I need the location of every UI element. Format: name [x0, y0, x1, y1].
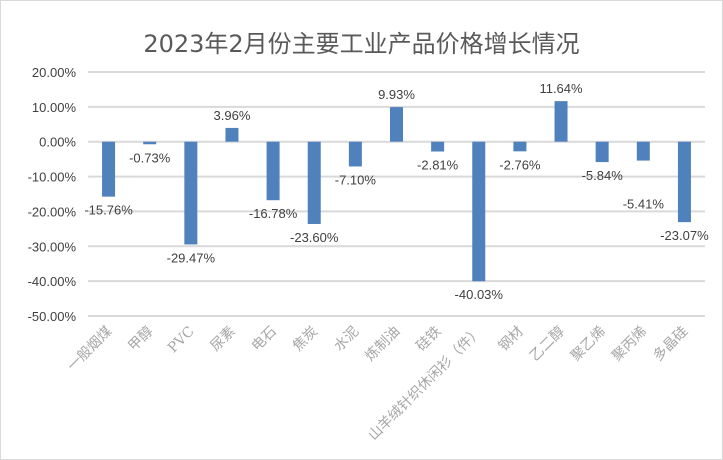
bar: [472, 141, 486, 282]
bar: [225, 127, 239, 142]
bar: [431, 141, 445, 152]
chart-title: 2023年2月份主要工业产品价格增长情况: [143, 30, 580, 58]
x-category-label: 乙二醇: [526, 323, 568, 365]
x-category-label: 聚乙烯: [568, 324, 609, 365]
x-category-label: 焦炭: [290, 324, 321, 355]
x-category-label: 炼制油: [362, 324, 403, 365]
bar: [266, 141, 280, 201]
data-label: -23.07%: [660, 228, 709, 243]
data-label: -5.41%: [623, 197, 665, 212]
y-tick-label: -20.00%: [28, 204, 77, 219]
bar: [307, 141, 321, 224]
y-tick-label: 20.00%: [32, 65, 77, 80]
bar: [677, 141, 691, 223]
x-category-label: 水泥: [331, 324, 362, 355]
x-category-label: 钢材: [496, 324, 527, 355]
data-label: -0.73%: [129, 150, 171, 165]
y-tick-label: -50.00%: [28, 309, 77, 324]
x-category-label: 一般烟煤: [64, 324, 115, 375]
x-category-label: PVC: [165, 324, 198, 357]
y-tick-label: 0.00%: [39, 135, 76, 150]
data-label: -7.10%: [335, 172, 377, 187]
bar: [184, 141, 198, 245]
bar: [390, 107, 403, 142]
x-category-label: 甲醇: [125, 323, 157, 355]
data-label: 11.64%: [539, 81, 583, 96]
y-tick-label: -30.00%: [28, 239, 77, 254]
data-label: -29.47%: [167, 250, 216, 265]
x-category-label: 聚丙烯: [609, 324, 650, 365]
data-label: -16.78%: [249, 206, 298, 221]
data-label: -15.76%: [84, 203, 133, 218]
x-category-label: 电石: [249, 324, 280, 355]
y-tick-label: -40.00%: [28, 274, 77, 289]
y-tick-label: 10.00%: [32, 100, 77, 115]
data-label: 3.96%: [214, 108, 251, 123]
x-category-label: 硅铁: [413, 324, 444, 355]
x-category-label: 尿素: [208, 324, 239, 355]
data-label: -2.81%: [417, 158, 459, 173]
data-label: -5.84%: [582, 168, 624, 183]
data-label: -40.03%: [455, 287, 504, 302]
bar: [102, 141, 116, 197]
y-tick-label: -10.00%: [28, 170, 77, 185]
bar: [636, 141, 650, 161]
data-label: -23.60%: [290, 230, 339, 245]
bar: [595, 141, 609, 163]
x-category-label: 多晶硅: [650, 323, 692, 365]
data-label: -2.76%: [499, 157, 541, 172]
bar: [143, 141, 157, 145]
data-label: 9.93%: [378, 87, 415, 102]
bar: [348, 141, 362, 167]
bar: [554, 101, 568, 142]
bar: [513, 141, 527, 152]
